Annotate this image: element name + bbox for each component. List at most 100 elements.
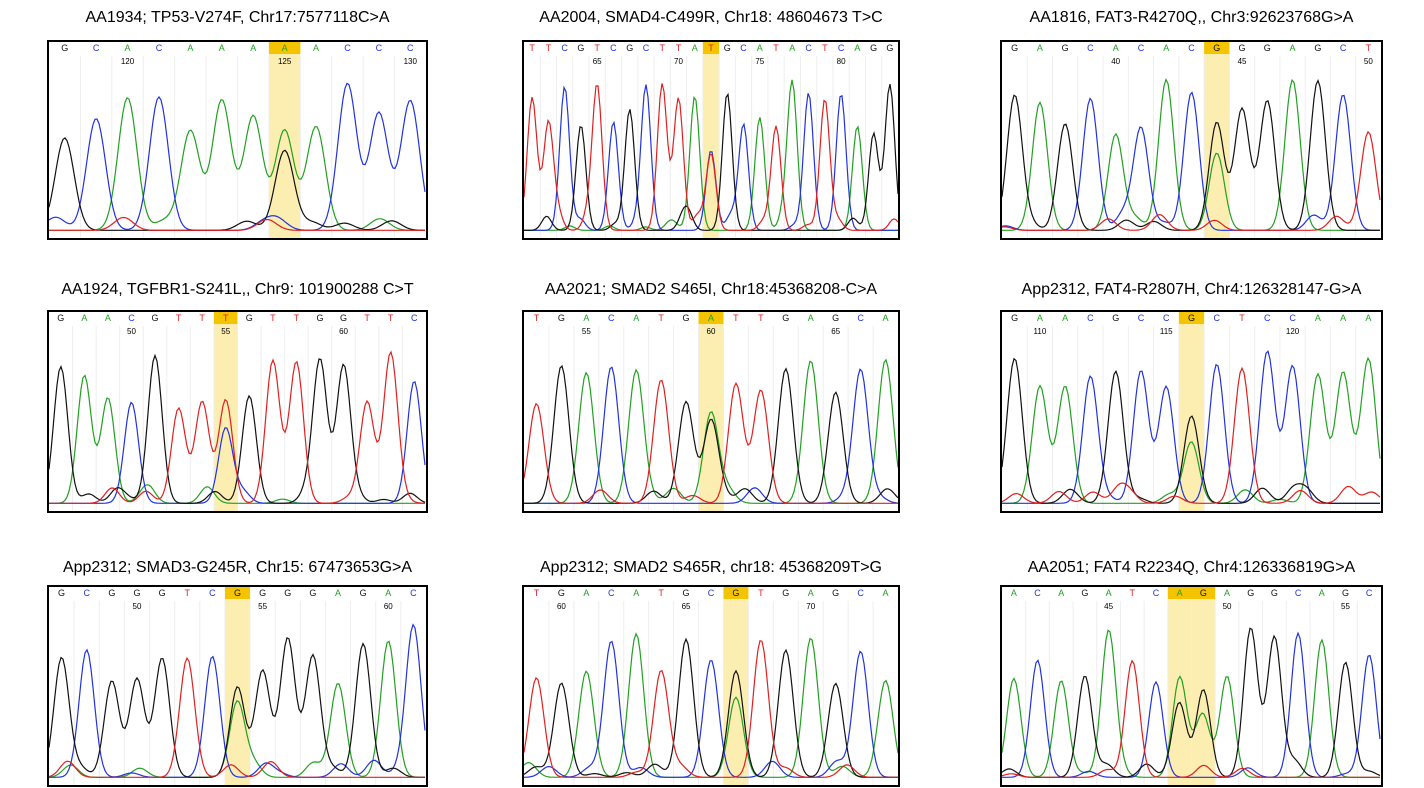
chromatogram: GAGCACACGGGAGCT404550 xyxy=(1000,40,1383,240)
base-call: G xyxy=(61,43,68,53)
base-call: G xyxy=(626,43,633,53)
base-call: C xyxy=(740,43,747,53)
base-call: A xyxy=(219,43,225,53)
base-call: A xyxy=(1340,313,1346,323)
position-label: 65 xyxy=(831,327,840,336)
base-call: G xyxy=(1011,313,1018,323)
base-call: C xyxy=(561,43,568,53)
position-label: 55 xyxy=(221,327,230,336)
base-call: T xyxy=(270,313,276,323)
base-call: T xyxy=(546,43,552,53)
chromatogram: GAACGTTTGTTGGTTC505560 xyxy=(47,310,428,513)
position-label: 115 xyxy=(1160,327,1173,336)
base-call: A xyxy=(1113,43,1119,53)
base-call: G xyxy=(1271,588,1278,598)
base-call: G xyxy=(832,313,839,323)
trace-A xyxy=(524,634,898,778)
base-call: C xyxy=(1264,313,1271,323)
base-call: A xyxy=(81,313,87,323)
base-call: T xyxy=(658,588,664,598)
base-call: A xyxy=(1106,588,1112,598)
base-call: G xyxy=(340,313,347,323)
base-call: A xyxy=(1163,43,1169,53)
base-call: T xyxy=(176,313,182,323)
highlight xyxy=(225,587,250,785)
base-call: A xyxy=(1062,313,1068,323)
base-call: G xyxy=(683,313,690,323)
base-call: G xyxy=(234,588,241,598)
base-call: C xyxy=(1138,313,1145,323)
base-call: T xyxy=(659,43,665,53)
base-call: G xyxy=(1264,43,1271,53)
base-call: G xyxy=(870,43,877,53)
position-label: 55 xyxy=(258,602,267,611)
base-call: A xyxy=(1224,588,1230,598)
base-call: A xyxy=(808,313,814,323)
position-label: 40 xyxy=(1111,57,1120,66)
position-label: 55 xyxy=(1341,602,1350,611)
base-call: G xyxy=(1342,588,1349,598)
base-call: C xyxy=(1289,313,1296,323)
base-call: G xyxy=(316,313,323,323)
position-label: 55 xyxy=(582,327,591,336)
base-call: A xyxy=(1290,43,1296,53)
base-call: T xyxy=(388,313,394,323)
base-call: C xyxy=(1163,313,1170,323)
base-call: T xyxy=(758,313,764,323)
base-call: G xyxy=(152,313,159,323)
base-call: T xyxy=(1366,43,1372,53)
base-call: C xyxy=(1034,588,1041,598)
base-call: C xyxy=(1366,588,1373,598)
base-call: G xyxy=(1081,588,1088,598)
base-call: G xyxy=(1247,588,1254,598)
base-call: A xyxy=(385,588,391,598)
base-call: C xyxy=(857,588,864,598)
highlight xyxy=(723,587,748,785)
position-label: 50 xyxy=(1364,57,1373,66)
panel-title: AA2021; SMAD2 S465I, Chr18:45368208-C>A xyxy=(472,281,950,299)
base-call: C xyxy=(1340,43,1347,53)
position-label: 60 xyxy=(384,602,393,611)
position-label: 65 xyxy=(682,602,691,611)
base-call: C xyxy=(838,43,845,53)
base-call: G xyxy=(108,588,115,598)
base-call: C xyxy=(608,588,615,598)
base-call: G xyxy=(1062,43,1069,53)
base-call: A xyxy=(125,43,131,53)
highlight xyxy=(703,42,719,238)
base-call: G xyxy=(58,588,65,598)
base-call: C xyxy=(1188,43,1195,53)
position-label: 60 xyxy=(707,327,716,336)
position-label: 130 xyxy=(404,57,418,66)
position-label: 60 xyxy=(557,602,566,611)
base-call: A xyxy=(282,43,288,53)
base-call: G xyxy=(732,588,739,598)
base-call: G xyxy=(577,43,584,53)
base-call: A xyxy=(313,43,319,53)
base-call: C xyxy=(209,588,216,598)
position-label: 110 xyxy=(1034,327,1047,336)
base-call: C xyxy=(610,43,617,53)
position-label: 120 xyxy=(121,57,135,66)
base-call: G xyxy=(1011,43,1018,53)
base-call: G xyxy=(1314,43,1321,53)
trace-plot: TGACATGATTGAGCA556065 xyxy=(524,312,898,511)
base-call: T xyxy=(1239,313,1245,323)
base-call: C xyxy=(1087,313,1094,323)
chromatogram: TGACATGATTGAGCA556065 xyxy=(522,310,900,513)
base-call: A xyxy=(692,43,698,53)
position-label: 60 xyxy=(339,327,348,336)
chromatogram: GAACGCCGCTCCAAA110115120 xyxy=(1000,310,1383,513)
base-call: G xyxy=(558,313,565,323)
base-call: A xyxy=(1011,588,1017,598)
base-call: C xyxy=(407,43,414,53)
base-call: C xyxy=(643,43,650,53)
highlight xyxy=(1204,42,1229,238)
base-call: T xyxy=(529,43,535,53)
base-call: T xyxy=(594,43,600,53)
base-call: T xyxy=(758,588,764,598)
highlight xyxy=(1192,587,1216,785)
base-call: G xyxy=(1213,43,1220,53)
